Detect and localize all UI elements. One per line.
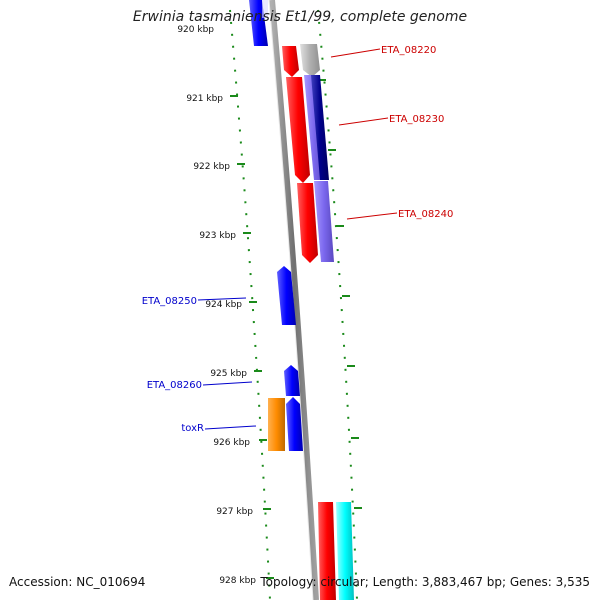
tick-label: 921 kbp xyxy=(186,94,223,104)
leader-line-eta-08230 xyxy=(338,117,389,126)
gray-feature xyxy=(300,44,320,77)
gene-arrow-eta-08230 xyxy=(286,77,310,183)
orange-feature xyxy=(268,398,285,451)
tick-label: 922 kbp xyxy=(193,162,230,172)
reverse-gene-feature xyxy=(262,0,268,18)
gene-arrow-eta-08260 xyxy=(284,365,300,396)
tick-label: 926 kbp xyxy=(213,438,250,448)
leader-line-toxr xyxy=(204,425,257,430)
leader-line-eta-08220 xyxy=(330,48,381,58)
tick-label: 925 kbp xyxy=(210,369,247,379)
tick-label: 920 kbp xyxy=(177,25,214,35)
leader-line-eta-08260 xyxy=(202,381,253,386)
gene-labels: ETA_08220 ETA_08230 ETA_08240 ETA_08250 … xyxy=(142,45,454,434)
gene-arrow-forward xyxy=(318,502,336,600)
genome-backbone xyxy=(269,0,319,600)
gene-label[interactable]: ETA_08220 xyxy=(381,45,436,56)
tick-label: 923 kbp xyxy=(199,231,236,241)
gene-label[interactable]: ETA_08260 xyxy=(147,380,202,391)
tick-label: 928 kbp xyxy=(219,576,256,586)
gene-arrow-eta-08220 xyxy=(282,46,299,77)
cyan-feature xyxy=(336,502,354,600)
gene-label[interactable]: ETA_08250 xyxy=(142,296,197,307)
leader-line-eta-08240 xyxy=(346,212,398,220)
map-title: Erwinia tasmaniensis Et1/99, complete ge… xyxy=(132,9,468,25)
genome-stats-text: Topology: circular; Length: 3,883,467 bp… xyxy=(260,575,590,589)
tick-label: 924 kbp xyxy=(205,300,242,310)
gene-label[interactable]: ETA_08230 xyxy=(389,114,444,125)
outer-tick-marks xyxy=(318,79,362,509)
gene-arrow-eta-08250 xyxy=(277,266,296,325)
tick-labels: 920 kbp 921 kbp 922 kbp 923 kbp 924 kbp … xyxy=(177,25,256,586)
slate-feature xyxy=(314,181,334,262)
tick-marks xyxy=(230,95,274,579)
leader-line-eta-08250 xyxy=(197,297,247,301)
gene-label[interactable]: ETA_08240 xyxy=(398,209,453,220)
accession-text: Accession: NC_010694 xyxy=(9,575,146,589)
gene-arrow-toxr xyxy=(286,397,303,451)
tick-label: 927 kbp xyxy=(216,507,253,517)
gene-label[interactable]: toxR xyxy=(181,423,204,434)
gene-arrow-eta-08240 xyxy=(297,183,318,263)
navy-feature xyxy=(311,75,329,180)
